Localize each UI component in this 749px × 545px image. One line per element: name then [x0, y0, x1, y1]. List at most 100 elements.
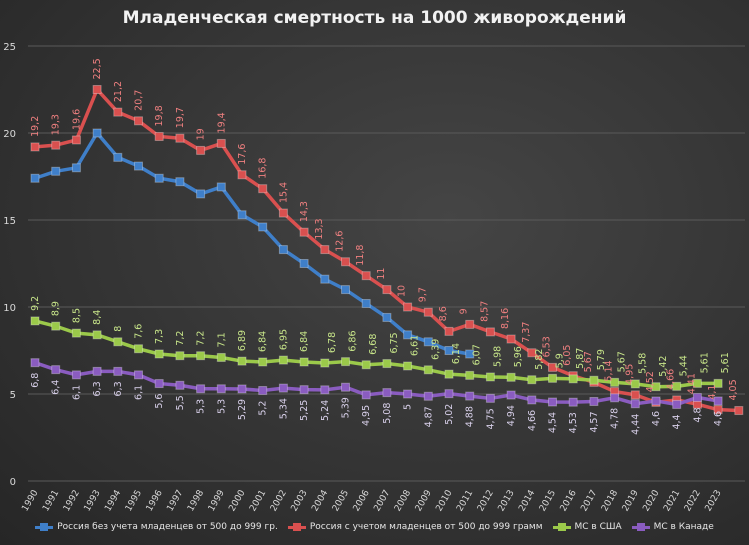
x-tick-label: 2003 — [290, 489, 310, 514]
data-label: 20,7 — [134, 90, 145, 111]
data-point — [527, 375, 537, 385]
data-label: 8,57 — [479, 301, 490, 322]
data-point — [196, 384, 206, 394]
legend-item: МС в США — [552, 522, 622, 533]
data-point — [175, 380, 185, 390]
data-point — [196, 189, 206, 199]
data-label: 5,34 — [278, 398, 289, 419]
data-label: 4,88 — [465, 406, 476, 427]
data-label: 19,6 — [71, 109, 82, 130]
data-point — [651, 382, 661, 392]
data-label: 6,07 — [472, 344, 483, 365]
data-label: 5,58 — [637, 353, 648, 374]
data-point — [423, 307, 433, 317]
legend-label: МС в США — [574, 522, 622, 532]
data-point — [485, 327, 495, 337]
x-tick-label: 1994 — [103, 488, 123, 513]
data-point — [154, 131, 164, 141]
data-point — [134, 116, 143, 126]
x-tick-label: 2016 — [559, 488, 579, 513]
data-point — [361, 299, 371, 309]
data-point — [51, 140, 61, 150]
data-point — [299, 227, 309, 237]
x-tick-label: 2000 — [227, 488, 247, 513]
y-tick-label: 0 — [10, 477, 16, 488]
data-point — [92, 128, 102, 138]
data-point — [341, 357, 350, 367]
data-point — [465, 349, 475, 359]
data-label: 12,6 — [335, 231, 346, 252]
data-point — [299, 357, 309, 367]
data-label: 5,61 — [699, 352, 710, 373]
data-label: 4,52 — [645, 371, 656, 392]
data-label: 6,3 — [92, 381, 103, 396]
data-label: 5,5 — [175, 395, 186, 410]
data-label: 19 — [196, 128, 207, 140]
data-point — [630, 390, 640, 400]
data-point — [196, 351, 206, 361]
data-point — [589, 396, 599, 406]
data-point — [403, 389, 413, 399]
data-label: 4,4 — [672, 414, 683, 429]
data-point — [465, 319, 475, 329]
data-point — [692, 392, 702, 402]
data-label: 17,6 — [237, 144, 248, 165]
data-label: 7,2 — [175, 331, 186, 346]
data-point — [672, 381, 682, 391]
data-point — [444, 346, 454, 355]
legend-item: Россия без учета младенцев от 500 до 999… — [35, 522, 278, 533]
data-point — [382, 312, 392, 322]
data-point — [713, 396, 723, 406]
data-point — [485, 393, 495, 403]
data-label: 6,53 — [542, 336, 553, 357]
data-point — [361, 360, 371, 370]
data-label: 9,2 — [30, 296, 41, 311]
data-label: 5,96 — [513, 346, 524, 367]
series-line — [34, 319, 719, 389]
legend-label: Россия с учетом младенцев от 500 до 999 … — [309, 522, 543, 532]
data-label: 19,3 — [51, 114, 62, 135]
x-tick-label: 2023 — [704, 489, 724, 514]
legend-swatch — [287, 523, 306, 531]
data-label: 5,44 — [679, 355, 690, 376]
data-point — [423, 365, 433, 375]
data-point — [548, 373, 557, 383]
data-point — [403, 361, 413, 371]
data-point — [30, 173, 40, 183]
series-line — [34, 130, 470, 356]
data-point — [444, 369, 454, 379]
x-tick-label: 2015 — [538, 489, 558, 514]
data-label: 5,39 — [341, 397, 352, 418]
series-line — [34, 361, 719, 407]
data-point — [361, 271, 371, 281]
data-point — [568, 374, 578, 384]
data-point — [51, 321, 61, 331]
data-label: 4,95 — [624, 364, 635, 385]
data-point — [568, 397, 578, 407]
data-point — [485, 372, 495, 382]
y-tick-label: 5 — [10, 390, 16, 401]
x-tick-label: 2011 — [455, 489, 475, 514]
data-point — [30, 142, 40, 152]
data-label: 6,4 — [51, 380, 62, 395]
data-label: 13,3 — [314, 218, 325, 239]
data-point — [92, 85, 102, 94]
data-point — [341, 285, 350, 295]
data-label: 15,4 — [278, 182, 289, 203]
data-label: 5,29 — [237, 399, 248, 420]
legend-item: МС в Канаде — [631, 522, 714, 533]
data-label: 11 — [376, 268, 387, 280]
data-point — [423, 337, 433, 347]
data-label: 5 — [403, 404, 414, 410]
data-label: 4,66 — [666, 369, 677, 390]
data-label: 4,41 — [686, 373, 697, 394]
data-point — [154, 173, 164, 183]
data-point — [403, 302, 413, 312]
data-point — [258, 386, 268, 396]
data-point — [651, 396, 661, 406]
data-label: 6,05 — [562, 345, 573, 366]
data-point — [71, 135, 81, 145]
data-point — [216, 352, 226, 362]
x-tick-label: 2005 — [331, 489, 351, 514]
